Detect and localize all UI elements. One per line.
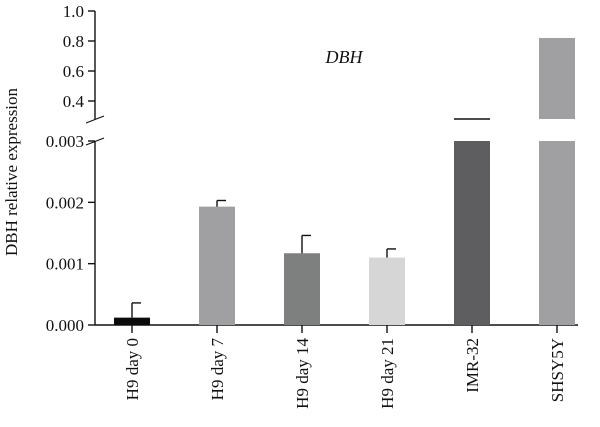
x-tick-label: H9 day 7 xyxy=(208,338,227,401)
bar xyxy=(454,141,490,325)
y-tick-label: 0.002 xyxy=(46,193,84,212)
bar xyxy=(199,206,235,325)
x-tick-label: IMR-32 xyxy=(463,338,482,393)
chart-title: DBH xyxy=(325,47,364,67)
y-tick-label: 0.6 xyxy=(63,62,84,81)
x-tick-label: H9 day 0 xyxy=(123,338,142,400)
bar xyxy=(114,317,150,325)
x-tick-label: H9 day 21 xyxy=(378,338,397,409)
y-tick-label: 0.003 xyxy=(46,132,84,151)
x-tick-label: H9 day 14 xyxy=(293,338,312,409)
bars xyxy=(114,38,575,325)
x-tick-label: SHSY5Y xyxy=(548,338,567,402)
y-tick-label: 0.001 xyxy=(46,255,84,274)
y-tick-label: 1.0 xyxy=(63,2,84,21)
y-tick-label: 0.000 xyxy=(46,316,84,335)
bar xyxy=(284,253,320,325)
y-tick-label: 0.8 xyxy=(63,32,84,51)
labels: DBH DBH relative expression xyxy=(2,47,363,256)
bar-upper xyxy=(539,38,575,119)
bar xyxy=(539,141,575,325)
y-axis-label: DBH relative expression xyxy=(2,87,21,256)
bar xyxy=(369,257,405,325)
axis-break-mark xyxy=(85,115,105,124)
y-tick-label: 0.4 xyxy=(63,92,85,111)
axes: 0.000 0.001 0.002 0.003 0.4 0.6 0.8 1.0 H9 day 0… xyxy=(46,2,578,409)
